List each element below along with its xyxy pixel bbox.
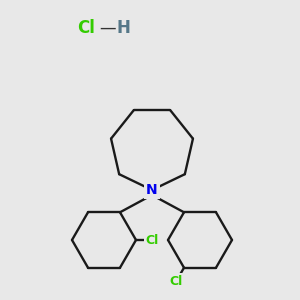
Text: Cl: Cl — [169, 275, 183, 288]
Text: Cl: Cl — [77, 19, 95, 37]
Text: Cl: Cl — [146, 233, 159, 247]
Text: —: — — [99, 19, 116, 37]
Text: N: N — [146, 183, 158, 197]
Text: H: H — [117, 19, 131, 37]
